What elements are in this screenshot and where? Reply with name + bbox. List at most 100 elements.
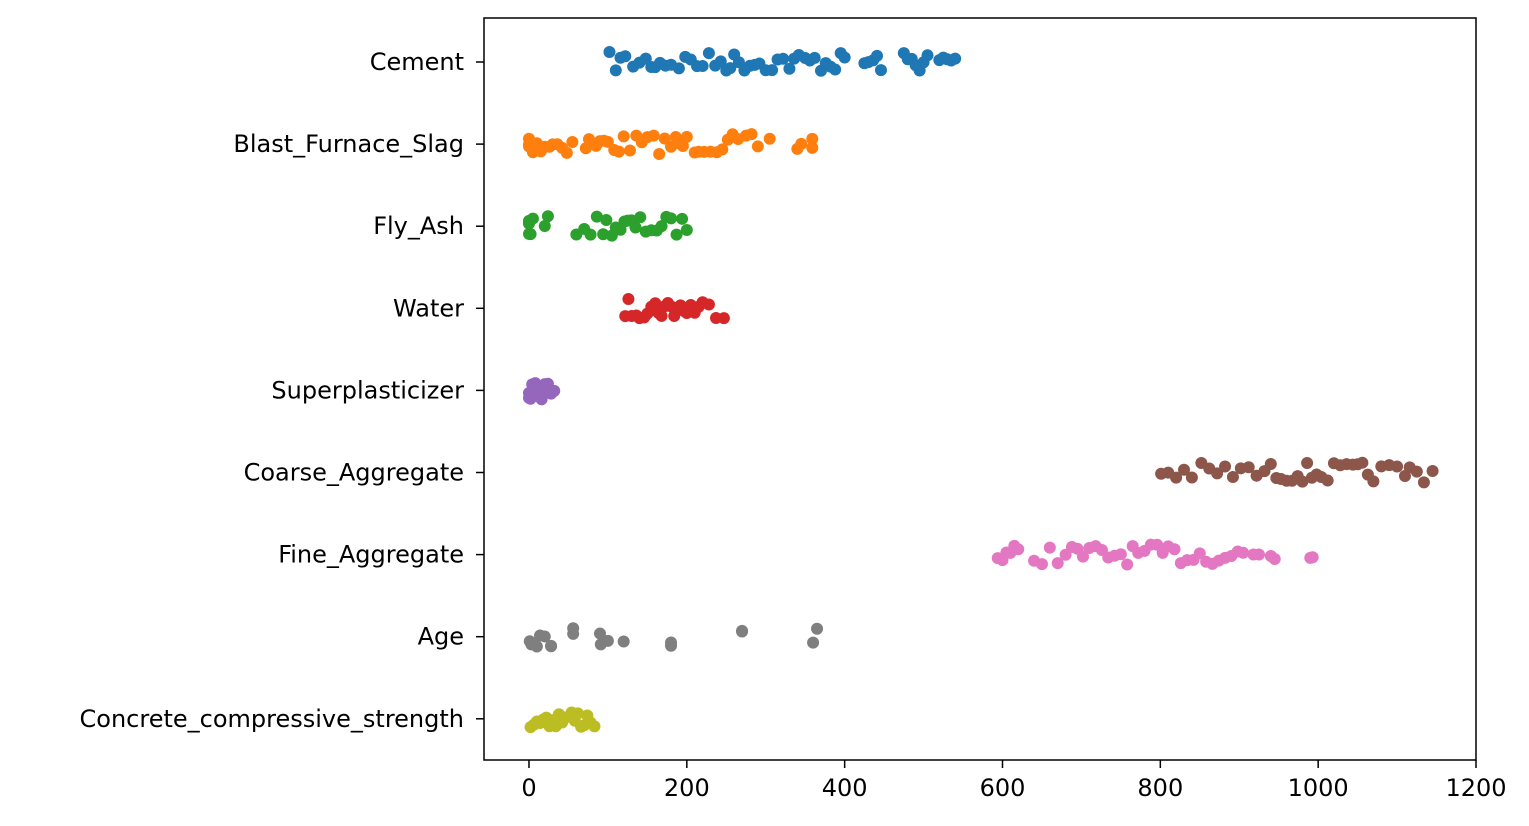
series-Superplasticizer [522, 377, 561, 406]
data-point [530, 640, 543, 653]
data-point [806, 141, 819, 154]
data-point [763, 132, 776, 145]
x-tick-label: 800 [1137, 774, 1183, 802]
data-point [1114, 548, 1127, 561]
x-tick-label: 1200 [1445, 774, 1506, 802]
series-Blast_Furnace_Slag [522, 128, 819, 161]
data-point [535, 393, 548, 406]
data-point [524, 228, 537, 241]
data-point [584, 228, 597, 241]
data-point [617, 130, 630, 143]
data-point [811, 622, 824, 635]
data-point [526, 212, 539, 225]
data-point [600, 213, 613, 226]
data-point [655, 220, 668, 233]
data-point [795, 137, 808, 150]
y-tick-label: Fly_Ash [373, 212, 464, 240]
data-point [1168, 543, 1181, 556]
data-point [588, 720, 601, 733]
data-points [522, 46, 1439, 734]
data-point [649, 297, 662, 310]
data-point [1185, 471, 1198, 484]
data-point [1367, 475, 1380, 488]
data-point [672, 62, 685, 75]
data-point [874, 64, 887, 77]
data-point [724, 62, 737, 75]
data-point [808, 51, 821, 64]
data-point [538, 219, 551, 232]
data-point [658, 132, 671, 145]
data-point [702, 298, 715, 311]
data-point [566, 136, 579, 149]
data-point [670, 228, 683, 241]
data-point [783, 62, 796, 75]
data-point [696, 59, 709, 72]
data-point [1170, 471, 1183, 484]
data-point [1051, 557, 1064, 570]
series-Age [523, 622, 824, 653]
data-point [634, 211, 647, 224]
data-point [1426, 464, 1439, 477]
data-point [594, 627, 607, 640]
x-tick-label: 600 [980, 774, 1026, 802]
data-point [1076, 550, 1089, 563]
data-point [838, 51, 851, 64]
y-tick-label: Superplasticizer [271, 376, 464, 404]
x-tick-label: 1000 [1288, 774, 1349, 802]
data-point [1211, 467, 1224, 480]
data-point [1219, 460, 1232, 473]
data-point [717, 312, 730, 325]
data-point [745, 128, 758, 141]
data-point [612, 145, 625, 158]
y-tick-label: Cement [370, 48, 464, 76]
y-axis: Cement Blast_Furnace_Slag Fly_Ash Water Supe… [80, 48, 484, 733]
data-point [567, 622, 580, 635]
series-Cement [603, 46, 962, 77]
data-point [777, 52, 790, 65]
data-point [623, 144, 636, 157]
series-Concrete_compressive_strength [524, 706, 601, 734]
data-point [680, 223, 693, 236]
data-point [617, 635, 630, 648]
data-point [655, 309, 668, 322]
series-Fly_Ash [522, 210, 693, 242]
data-point [571, 707, 584, 720]
data-point [751, 140, 764, 153]
data-point [702, 47, 715, 60]
x-tick-label: 400 [822, 774, 868, 802]
data-point [579, 142, 592, 155]
data-point [949, 52, 962, 65]
data-point [1226, 470, 1239, 483]
data-point [829, 63, 842, 76]
y-tick-label: Age [418, 623, 464, 651]
data-point [603, 46, 616, 59]
series-Fine_Aggregate [991, 538, 1319, 571]
data-point [639, 52, 652, 65]
data-point [619, 50, 632, 63]
data-point [538, 630, 551, 643]
y-tick-label: Coarse_Aggregate [244, 459, 464, 487]
data-point [716, 143, 729, 156]
data-point [736, 625, 749, 638]
y-tick-label: Blast_Furnace_Slag [233, 130, 464, 158]
data-point [665, 636, 678, 649]
y-tick-label: Fine_Aggregate [278, 541, 464, 569]
x-tick-label: 200 [664, 774, 710, 802]
data-point [629, 221, 642, 234]
data-point [1268, 553, 1281, 566]
data-point [601, 634, 614, 647]
data-point [1252, 548, 1265, 561]
data-point [714, 55, 727, 68]
data-point [676, 212, 689, 225]
data-point [1193, 547, 1206, 560]
data-point [548, 384, 561, 397]
data-point [541, 210, 554, 223]
y-tick-label: Concrete_compressive_strength [80, 705, 464, 733]
series-Water [619, 293, 730, 325]
data-point [1043, 541, 1056, 554]
data-point [1178, 463, 1191, 476]
data-point [676, 139, 689, 152]
data-point [1035, 558, 1048, 571]
series-Coarse_Aggregate [1155, 456, 1439, 489]
data-point [1410, 465, 1423, 478]
